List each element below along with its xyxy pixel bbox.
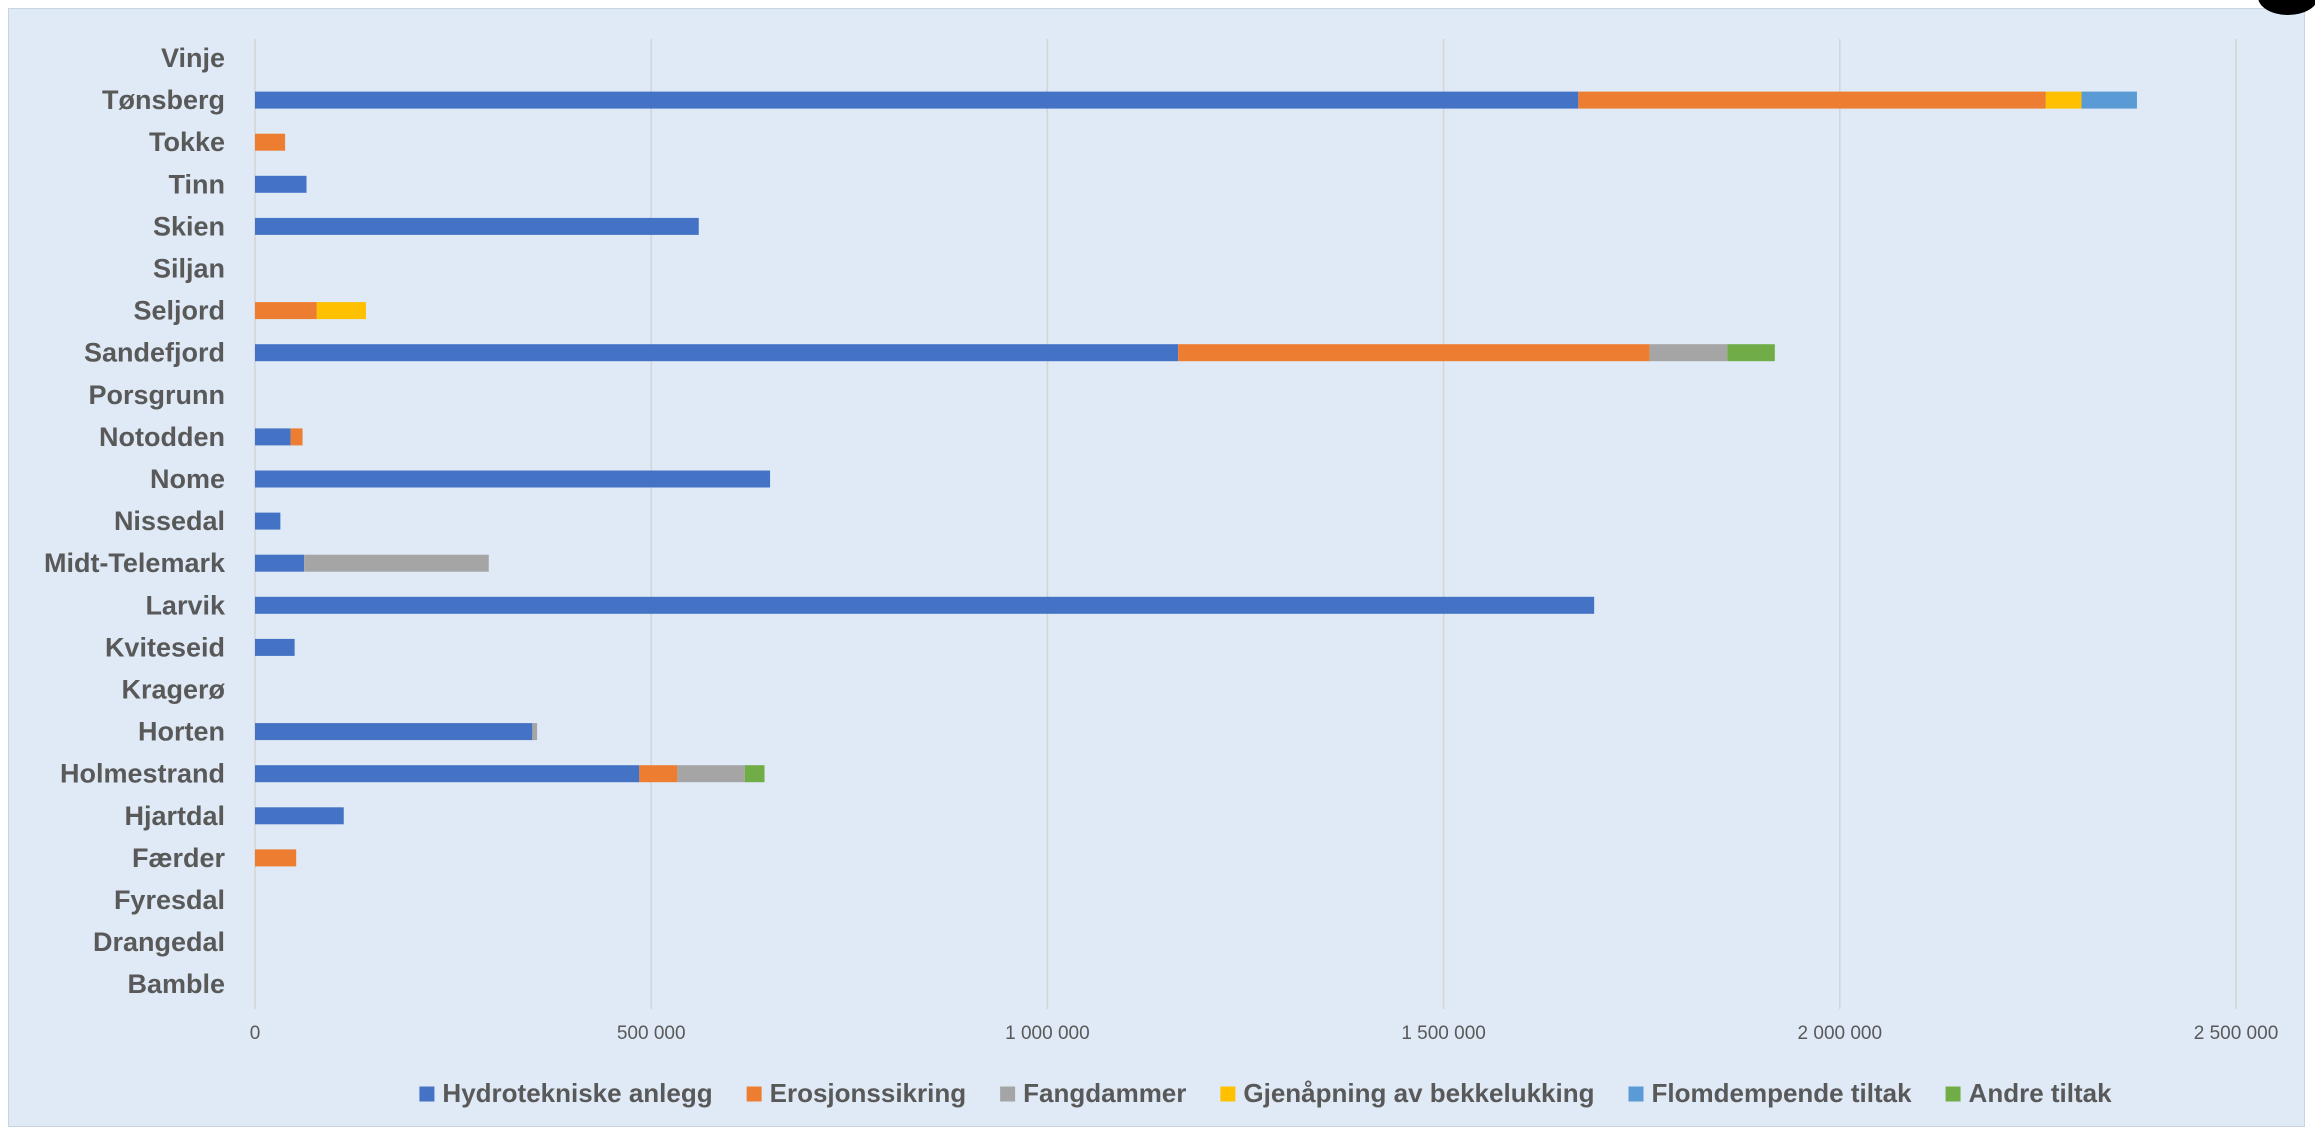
bar-segment (255, 470, 771, 488)
category-label: Nissedal (114, 506, 225, 536)
category-label: Midt-Telemark (44, 548, 226, 578)
legend-item: Hydrotekniske anlegg (419, 1078, 713, 1108)
bar-segment (304, 554, 489, 572)
category-label: Tokke (149, 127, 225, 157)
legend-label: Erosjonssikring (770, 1078, 967, 1108)
legend-item: Erosjonssikring (746, 1078, 967, 1108)
bar-segment (255, 133, 286, 151)
bar-segment (255, 596, 1595, 614)
category-label: Seljord (133, 296, 225, 326)
bar-segment (744, 765, 765, 783)
category-label: Sandefjord (84, 338, 225, 368)
value-axis-labels: 0 500 000 1 000 000 1 500 000 2 000 000 2 500… (250, 1023, 2279, 1044)
bar-segment (1578, 91, 2046, 109)
bar-segment (2045, 91, 2082, 109)
bar-segment (255, 91, 1579, 109)
x-tick-label: 0 (250, 1023, 261, 1044)
category-label: Larvik (145, 590, 226, 620)
bar-segment (255, 723, 533, 741)
bar-segment (255, 554, 305, 572)
category-label: Drangedal (93, 927, 225, 957)
x-tick-label: 500 000 (617, 1023, 686, 1044)
legend-swatch (1628, 1086, 1644, 1102)
legend-item: Gjenåpning av bekkelukking (1220, 1078, 1595, 1108)
bar-segment (255, 428, 291, 446)
category-label: Nome (150, 464, 225, 494)
legend-label: Fangdammer (1023, 1078, 1186, 1108)
category-label: Vinje (161, 43, 225, 73)
x-tick-label: 2 500 000 (2194, 1023, 2279, 1044)
bar-segment (1727, 344, 1775, 362)
bar-segment (255, 512, 281, 530)
category-label: Hjartdal (124, 801, 225, 831)
bar-segment (677, 765, 745, 783)
category-label: Porsgrunn (88, 380, 225, 410)
chart-area: Vinje Tønsberg Tokke Tinn Skien Siljan Seljord… (8, 0, 2315, 1127)
category-label: Notodden (99, 422, 225, 452)
bar-segment (639, 765, 678, 783)
bar-segment (255, 175, 307, 193)
category-label: Siljan (153, 254, 225, 284)
legend-label: Hydrotekniske anlegg (442, 1078, 712, 1108)
legend-label: Gjenåpning av bekkelukking (1243, 1078, 1594, 1108)
x-tick-label: 1 500 000 (1401, 1023, 1486, 1044)
bar-segment (255, 344, 1179, 362)
category-label: Færder (132, 843, 226, 873)
bar-segment (255, 217, 699, 235)
category-axis-labels: Vinje Tønsberg Tokke Tinn Skien Siljan Seljord… (44, 43, 226, 999)
stacked-bar-chart: Vinje Tønsberg Tokke Tinn Skien Siljan Seljord… (44, 39, 2279, 1108)
bar-segment (255, 807, 344, 825)
legend: Hydrotekniske anlegg Erosjonssikring Fangd… (419, 1078, 2112, 1108)
bar-segment (255, 302, 317, 320)
category-label: Bamble (127, 969, 225, 999)
bar-segment (255, 765, 640, 783)
corner-decoration (2258, 0, 2315, 15)
legend-swatch (1945, 1086, 1961, 1102)
category-label: Horten (138, 717, 225, 747)
x-tick-label: 1 000 000 (1005, 1023, 1090, 1044)
category-label: Skien (153, 211, 225, 241)
bar-segment (1178, 344, 1650, 362)
legend-item: Fangdammer (1000, 1078, 1186, 1108)
gridlines (254, 39, 2237, 1009)
bar-segment (255, 849, 297, 867)
bar-segment (1649, 344, 1728, 362)
bar-segment (290, 428, 303, 446)
category-label: Holmestrand (60, 759, 225, 789)
legend-swatch (1220, 1086, 1236, 1102)
bar-segment (255, 638, 295, 656)
legend-item: Andre tiltak (1945, 1078, 2113, 1108)
legend-label: Andre tiltak (1969, 1078, 2113, 1108)
category-label: Tønsberg (102, 85, 225, 115)
bars (255, 91, 2137, 867)
x-tick-label: 2 000 000 (1798, 1023, 1883, 1044)
bar-segment (2081, 91, 2137, 109)
category-label: Kviteseid (105, 632, 225, 662)
legend-item: Flomdempende tiltak (1628, 1078, 1913, 1108)
category-label: Kragerø (121, 675, 225, 705)
legend-label: Flomdempende tiltak (1652, 1078, 1913, 1108)
bar-segment (532, 723, 538, 741)
legend-swatch (419, 1086, 435, 1102)
category-label: Fyresdal (114, 885, 225, 915)
bar-segment (316, 302, 366, 320)
category-label: Tinn (169, 169, 226, 199)
legend-swatch (1000, 1086, 1016, 1102)
legend-swatch (746, 1086, 762, 1102)
